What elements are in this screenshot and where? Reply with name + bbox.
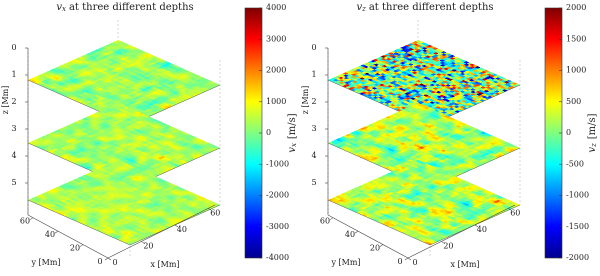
colorbar-tick-label: -3000: [266, 222, 289, 231]
z-tick-label: 2: [11, 97, 16, 106]
colorbar-tick-label: -4000: [266, 253, 289, 262]
colorbar-tick-label: -1000: [266, 159, 289, 168]
slice: [28, 160, 220, 245]
panel-title: vxat three different depths: [56, 2, 193, 14]
x-tick-label: 40: [177, 225, 187, 234]
y-tick: [105, 258, 108, 260]
z-tick-label: 4: [11, 151, 16, 160]
colorbar-tick-label: 1000: [266, 97, 286, 106]
x-tick-label: 0: [112, 258, 117, 267]
y-tick: [30, 218, 33, 220]
y-tick-label: 40: [45, 230, 55, 239]
y-axis-label: y [Mm]: [30, 258, 60, 267]
panel: vzat three different depths012345z [Mm]0…: [301, 2, 598, 270]
y-tick-label: 20: [70, 244, 80, 253]
colorbar-tick-label: 4000: [266, 3, 286, 12]
z-axis-label: z [Mm]: [1, 86, 10, 115]
z-tick-label: 3: [11, 124, 16, 133]
colorbar-tick-label: 0: [266, 128, 271, 137]
y-tick-label: 60: [20, 217, 30, 226]
x-tick: [108, 258, 111, 260]
x-tick-label: 60: [210, 208, 220, 217]
z-tick-label: 0: [11, 43, 16, 52]
colorbar-label: vx[m/s]: [287, 113, 299, 152]
panel: vxat three different depths 0 1 2 3 4 5 z [Mm] 0…: [1, 2, 298, 270]
colorbar-tick-label: 3000: [266, 34, 286, 43]
y-tick: [55, 231, 58, 233]
x-axis-label: x [Mm]: [150, 260, 179, 269]
y-tick: [80, 245, 83, 247]
panel-title: vzat three different depths: [356, 2, 493, 14]
z-tick-label: 5: [11, 178, 16, 187]
y-tick-label: 0: [97, 257, 102, 266]
x-tick-label: 20: [143, 241, 153, 250]
z-tick-label: 1: [11, 70, 16, 79]
colorbar-tick-label: 2000: [266, 66, 286, 75]
colorbar-tick-label: -2000: [266, 191, 289, 200]
